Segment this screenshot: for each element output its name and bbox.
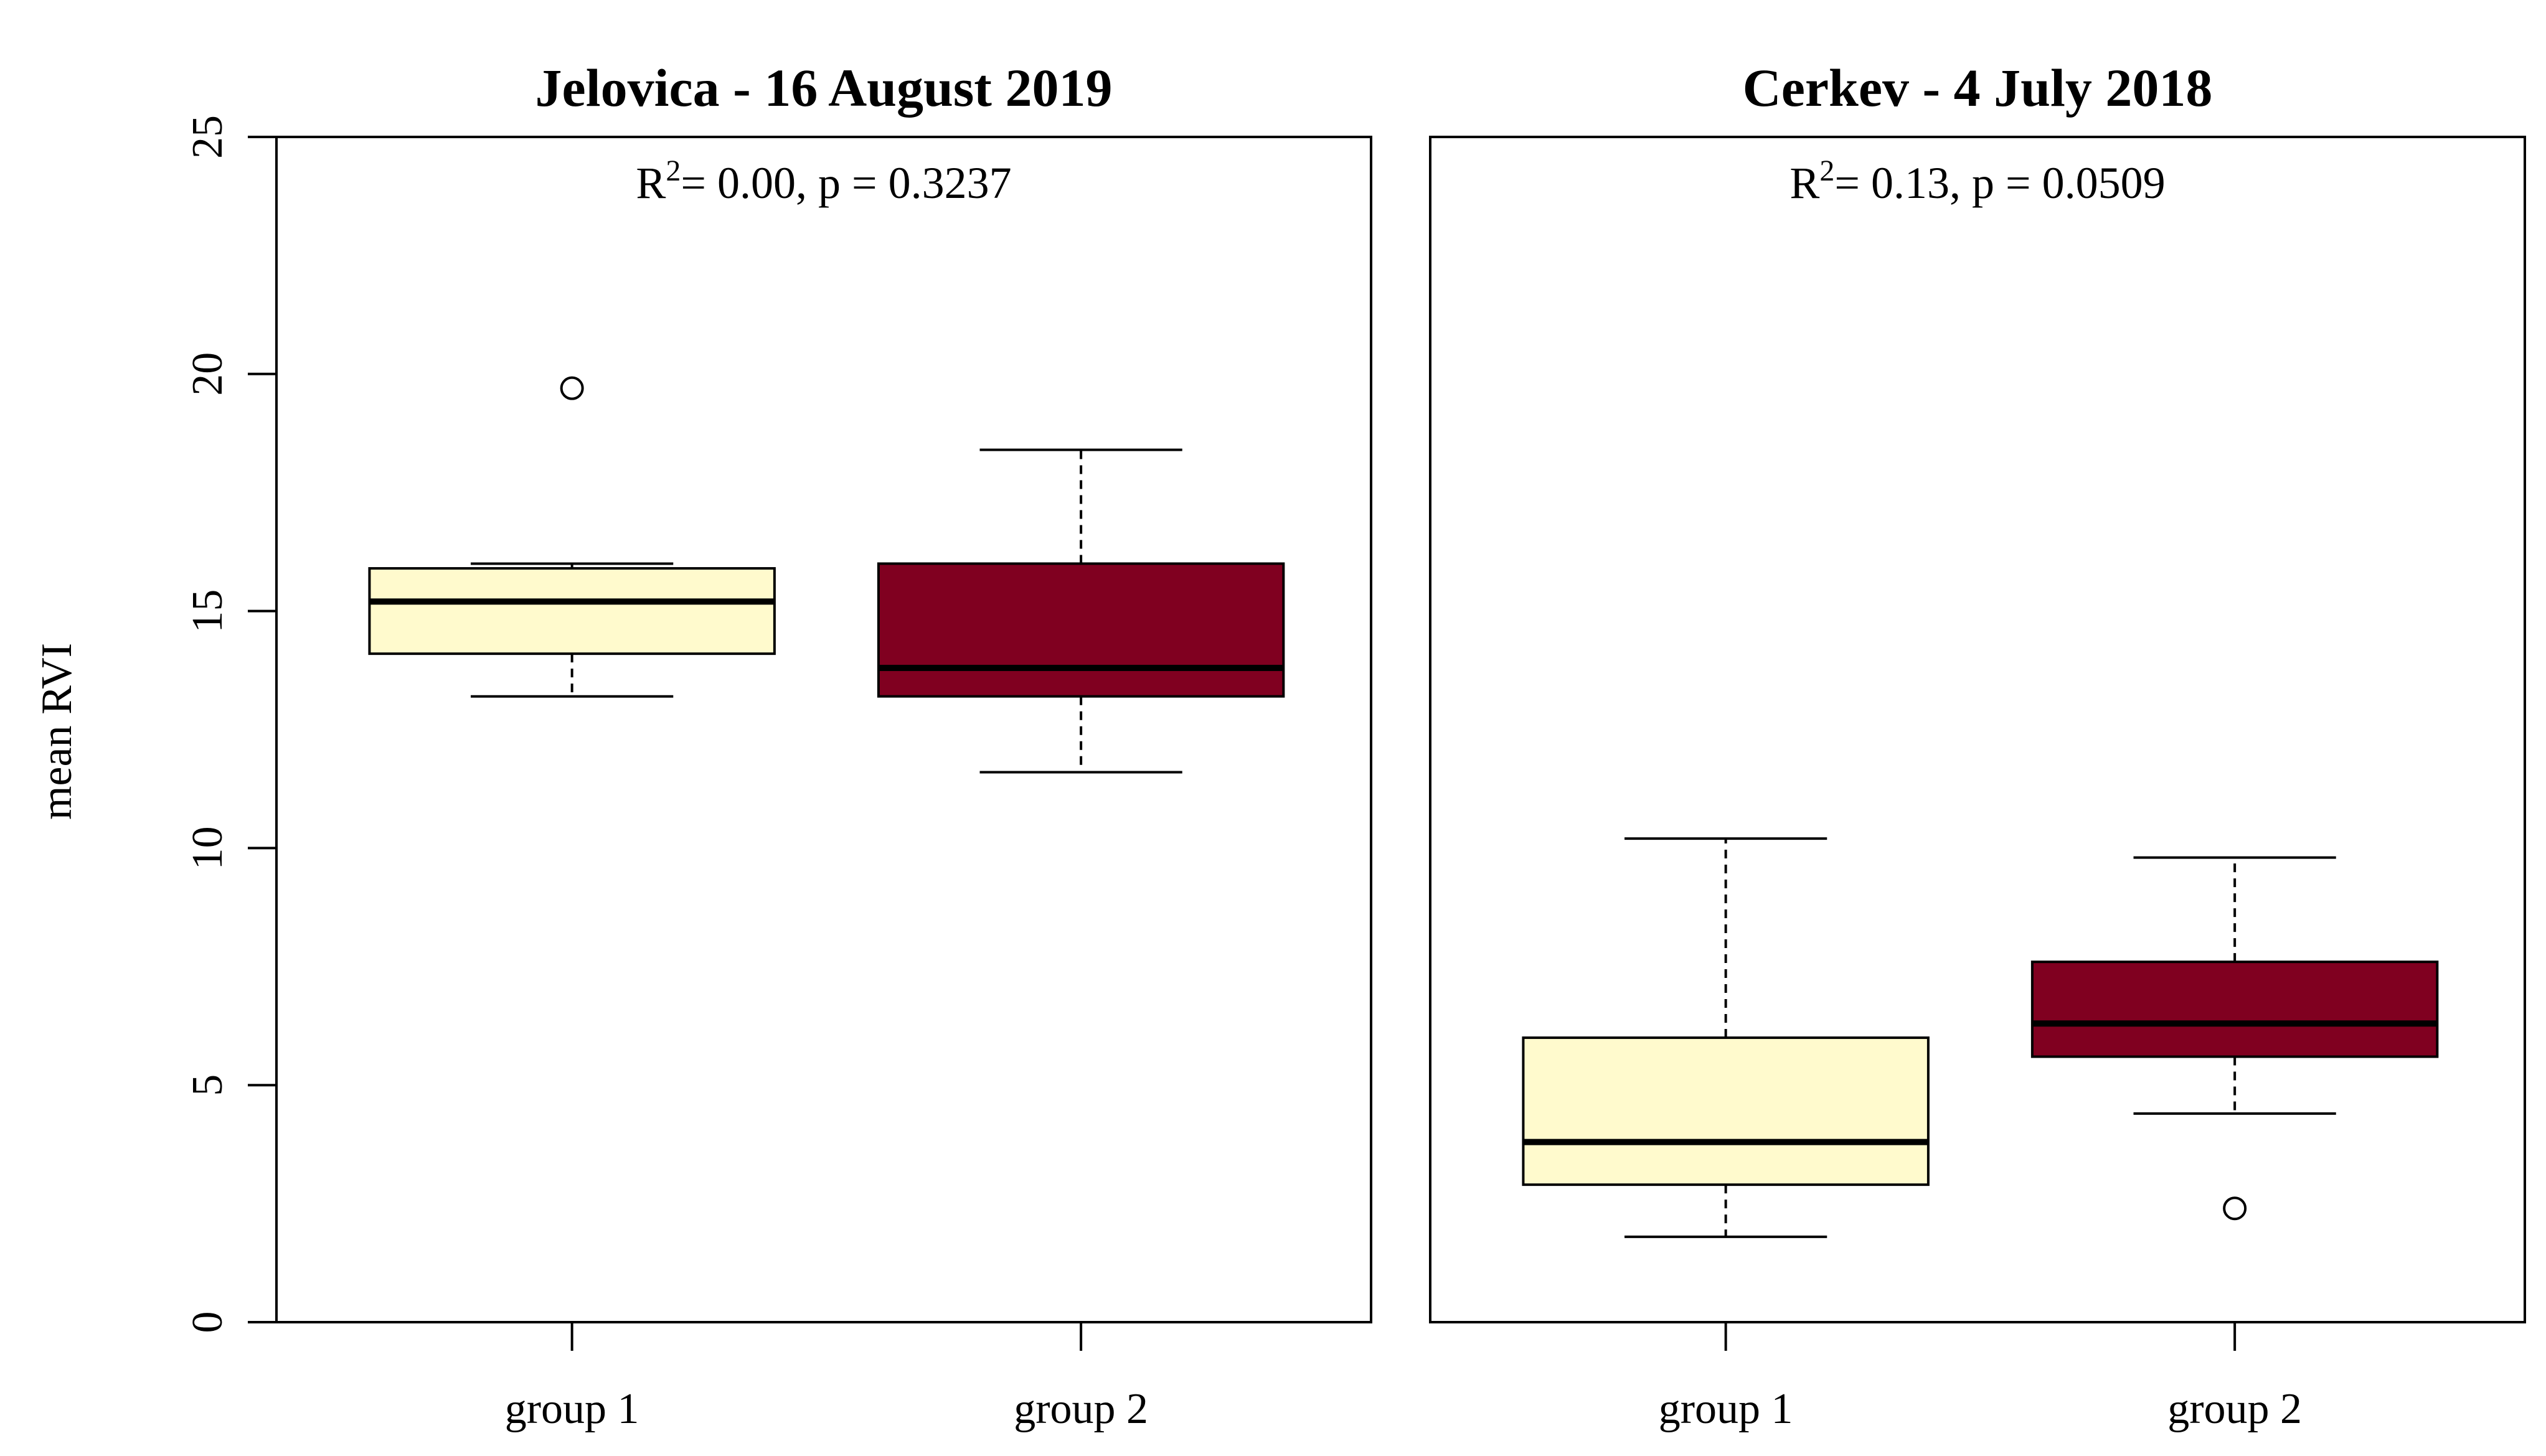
x-tick-label: group 2 xyxy=(2167,1385,2302,1433)
panel-frame xyxy=(275,136,1372,1323)
box-group xyxy=(1522,837,2439,1238)
y-tick-label: 15 xyxy=(184,589,232,633)
box-2 xyxy=(877,448,1285,774)
y-axis: 0 5 10 15 20 25 xyxy=(184,115,278,1333)
x-tick-label: group 2 xyxy=(1014,1385,1148,1433)
y-tick-label: 5 xyxy=(184,1074,232,1096)
annotation-sup: 2 xyxy=(666,154,681,187)
x-tick-label: group 1 xyxy=(1659,1385,1793,1433)
annotation-rest: = 0.13, p = 0.0509 xyxy=(1834,158,2165,208)
box-group xyxy=(368,376,1285,774)
x-tick-label: group 1 xyxy=(505,1385,639,1433)
panel-frame xyxy=(1429,136,2526,1323)
x-axis: group 1 group 2 xyxy=(505,1322,1148,1433)
box-1 xyxy=(1522,837,1930,1238)
box-iqr xyxy=(2030,960,2439,1058)
annotation-r: R xyxy=(1789,158,1819,208)
y-tick-label: 10 xyxy=(184,826,232,870)
box-iqr xyxy=(877,562,1285,698)
outlier-point xyxy=(2223,1196,2247,1221)
box-iqr xyxy=(1522,1036,1930,1186)
y-tick-label: 20 xyxy=(184,352,232,396)
outlier-point xyxy=(560,376,584,400)
box-2 xyxy=(2030,856,2439,1221)
annotation-r: R xyxy=(636,158,666,208)
annotation-sup: 2 xyxy=(1819,154,1834,187)
panel-title: Jelovica - 16 August 2019 xyxy=(535,58,1113,118)
panel-jelovica: Jelovica - 16 August 2019 R2= 0.00, p = … xyxy=(275,58,1372,1433)
panel-cerkev: Cerkev - 4 July 2018 R2= 0.13, p = 0.050… xyxy=(1429,58,2526,1433)
x-axis: group 1 group 2 xyxy=(1659,1322,2302,1433)
stats-annotation: R2= 0.13, p = 0.0509 xyxy=(1789,154,2165,208)
annotation-rest: = 0.00, p = 0.3237 xyxy=(681,158,1011,208)
y-tick-label: 0 xyxy=(184,1312,232,1333)
stats-annotation: R2= 0.00, p = 0.3237 xyxy=(636,154,1011,208)
y-tick-label: 25 xyxy=(184,115,232,159)
box-iqr xyxy=(368,567,776,655)
panel-title: Cerkev - 4 July 2018 xyxy=(1743,58,2213,118)
y-axis-label: mean RVI xyxy=(33,643,81,820)
box-1 xyxy=(368,376,776,698)
